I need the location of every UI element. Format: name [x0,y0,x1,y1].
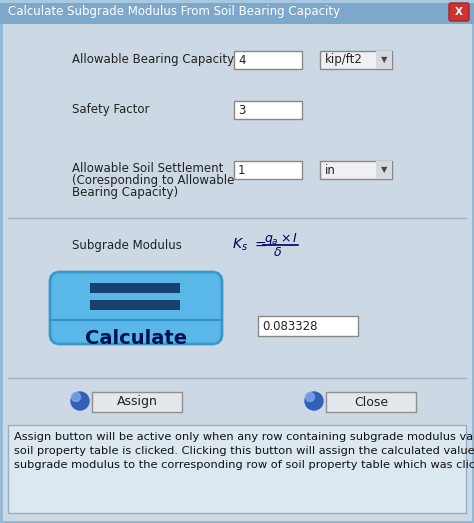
Bar [258,316,358,336]
Bar [326,392,416,412]
Text: Subgrade Modulus: Subgrade Modulus [72,238,182,252]
Text: 0.083328: 0.083328 [262,320,318,333]
Circle shape [72,392,81,402]
Text: 4: 4 [238,53,246,66]
Text: $q_a \times I$: $q_a \times I$ [264,231,298,247]
Circle shape [71,392,89,410]
Text: Close: Close [354,395,388,408]
Bar [234,51,302,69]
Text: Allowable Bearing Capacity: Allowable Bearing Capacity [72,53,234,66]
Text: kip/ft2: kip/ft2 [325,53,363,66]
Text: $\delta$: $\delta$ [273,246,283,259]
Text: $K_s$: $K_s$ [232,237,248,254]
Text: X: X [455,7,463,17]
Bar [234,161,302,179]
Text: Assign button will be active only when any row containing subgrade modulus value: Assign button will be active only when a… [14,432,474,470]
Text: Bearing Capacity): Bearing Capacity) [72,186,178,199]
Text: Calculate: Calculate [85,328,187,347]
Bar [376,161,392,179]
Bar [90,283,180,293]
Circle shape [305,392,323,410]
Text: Assign: Assign [117,395,157,408]
Text: 3: 3 [238,104,246,117]
FancyBboxPatch shape [50,272,222,344]
Bar [0,0,474,3]
Text: ▼: ▼ [381,55,387,64]
Text: Safety Factor: Safety Factor [72,104,149,117]
Circle shape [306,392,315,402]
Bar [320,51,392,69]
Bar [92,392,182,412]
Text: 1: 1 [238,164,246,176]
Text: ▼: ▼ [381,165,387,175]
Text: $=$: $=$ [252,237,267,251]
Bar [8,425,466,513]
Text: Calculate Subgrade Modulus From Soil Bearing Capacity: Calculate Subgrade Modulus From Soil Bea… [8,6,340,18]
Bar [320,161,392,179]
Bar [234,101,302,119]
Text: (Coresponding to Allowable: (Coresponding to Allowable [72,174,234,187]
Text: in: in [325,164,336,176]
FancyBboxPatch shape [449,3,469,21]
Bar [0,0,474,24]
Text: Allowable Soil Settlement: Allowable Soil Settlement [72,162,223,175]
Bar [376,51,392,69]
Bar [90,300,180,310]
